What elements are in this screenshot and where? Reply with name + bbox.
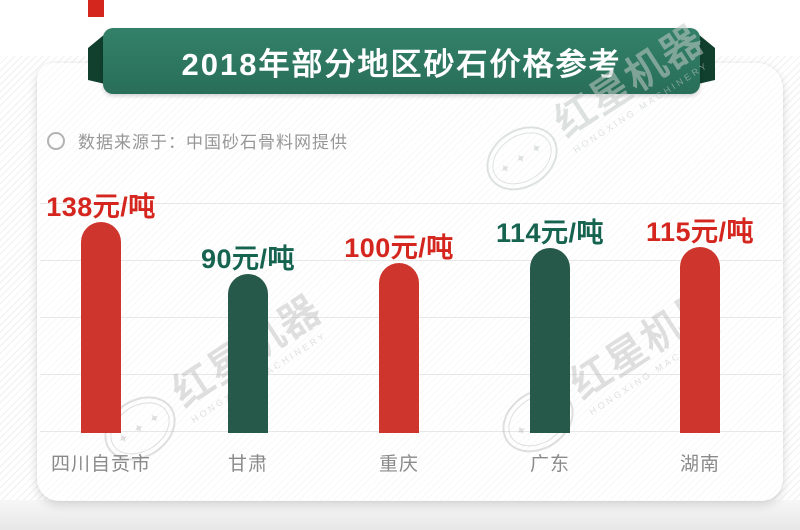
red-tab-decoration (88, 0, 104, 17)
gridline (40, 203, 782, 204)
bar-group (379, 263, 419, 433)
bar-category-label: 四川自贡市 (50, 454, 151, 475)
bar-category-label: 甘肃 (227, 454, 268, 475)
bar-group (680, 247, 720, 433)
data-source-row: 数据来源于：中国砂石骨料网提供 (47, 128, 348, 153)
bottom-gradient (0, 500, 800, 530)
bar-value-label: 115元/吨 (645, 217, 755, 247)
bar (228, 274, 268, 433)
ribbon-fold-right (698, 34, 715, 84)
data-source-text: 数据来源于：中国砂石骨料网提供 (78, 133, 348, 152)
gridline (40, 260, 782, 261)
bar-group (228, 274, 268, 433)
bar-value-label: 90元/吨 (200, 244, 296, 274)
chart-title: 2018年部分地区砂石价格参考 (181, 46, 622, 82)
bar-value-label: 114元/吨 (495, 218, 605, 248)
bar-value-label: 138元/吨 (46, 192, 156, 222)
ribbon-fold-left (88, 34, 105, 84)
bar-category-label: 湖南 (679, 454, 720, 475)
circle-bullet-icon (47, 131, 65, 150)
bar-group (530, 248, 570, 433)
title-ribbon: 2018年部分地区砂石价格参考 (103, 28, 700, 94)
bar (379, 263, 419, 433)
bar (81, 222, 121, 433)
bar-category-label: 广东 (529, 454, 570, 475)
bar (680, 247, 720, 433)
bar-category-label: 重庆 (378, 454, 419, 475)
bar-value-label: 100元/吨 (344, 233, 454, 263)
bar (530, 248, 570, 433)
bar-group (81, 222, 121, 433)
